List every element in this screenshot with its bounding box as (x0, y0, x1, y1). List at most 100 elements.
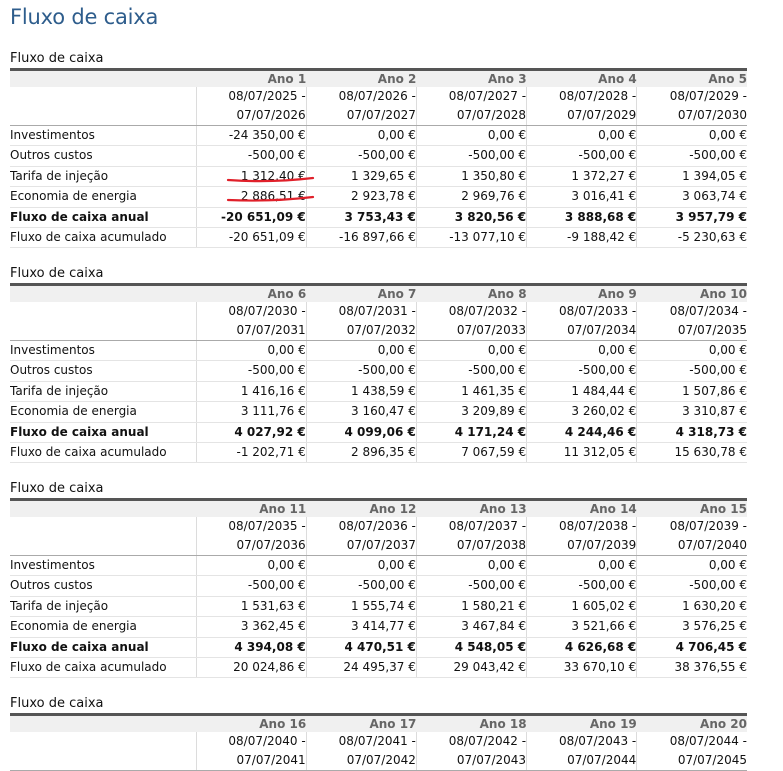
year-header: Ano 13 (416, 498, 527, 517)
cell-value: 3 820,56 € (415, 207, 527, 229)
cell-value: 11 312,05 € (526, 442, 637, 464)
section-title: Fluxo de caixa (10, 266, 104, 281)
year-header: Ano 3 (416, 68, 527, 87)
cell-value: 0,00 € (526, 340, 637, 362)
period-start: 08/07/2027 - (415, 87, 527, 106)
period-end: 07/07/2033 (415, 321, 527, 341)
cell-value: 3 753,43 € (305, 207, 417, 229)
period-end: 07/07/2037 (305, 536, 417, 556)
period-start: 08/07/2025 - (195, 87, 307, 106)
cell-value: -500,00 € (526, 145, 637, 167)
cell-value: 0,00 € (526, 125, 637, 147)
row-label: Tarifa de injeção (10, 596, 197, 618)
period-start: 08/07/2034 - (636, 302, 747, 321)
cell-value: 2 886,51 € (195, 186, 307, 208)
row-label: Tarifa de injeção (10, 381, 197, 403)
year-header: Ano 17 (306, 713, 417, 732)
row-label: Economia de energia (10, 401, 197, 423)
cell-value: -16 897,66 € (305, 227, 417, 249)
year-header: Ano 19 (526, 713, 637, 732)
cell-value: 3 260,02 € (526, 401, 637, 423)
cell-value: -5 230,63 € (636, 227, 747, 249)
cell-value: 0,00 € (415, 125, 527, 147)
section-title: Fluxo de caixa (10, 696, 104, 711)
table-row: Fluxo de caixa acumulado -1 202,71 €2 896… (10, 442, 747, 464)
period-start: 08/07/2041 - (305, 732, 417, 751)
row-label: Investimentos (10, 340, 197, 362)
cell-value: 1 394,05 € (636, 166, 747, 188)
cell-value: -500,00 € (415, 575, 527, 597)
header-blank (10, 536, 197, 556)
period-end: 07/07/2030 (636, 106, 747, 126)
header-blank (10, 283, 197, 302)
cell-value: 7 067,59 € (415, 442, 527, 464)
table-row: Tarifa de injeção 1 416,16 €1 438,59 €1 4… (10, 381, 747, 403)
row-label: Fluxo de caixa acumulado (10, 227, 197, 249)
table-row: Economia de energia 3 111,76 €3 160,47 €3… (10, 401, 747, 423)
cell-value: 3 111,76 € (195, 401, 307, 423)
table-row: Outros custos -500,00 € -500,00 € -500,00 €… (10, 575, 747, 597)
table-row: Fluxo de caixa anual -20 651,09 €3 753,43… (10, 207, 747, 229)
period-end: 07/07/2031 (195, 321, 307, 341)
header-blank (10, 68, 197, 87)
year-header: Ano 12 (306, 498, 417, 517)
year-header: Ano 5 (636, 68, 747, 87)
header-blank (10, 498, 197, 517)
period-start: 08/07/2030 - (195, 302, 307, 321)
period-start: 08/07/2033 - (526, 302, 637, 321)
cell-value: 3 209,89 € (415, 401, 527, 423)
row-label: Outros custos (10, 145, 197, 167)
period-end: 07/07/2026 (195, 106, 307, 126)
row-label: Fluxo de caixa anual (10, 637, 197, 659)
cell-value: 3 467,84 € (415, 616, 527, 638)
cell-value: -500,00 € (526, 575, 637, 597)
cell-value: 3 310,87 € (636, 401, 747, 423)
cell-value: 3 063,74 € (636, 186, 747, 208)
cell-value: -500,00 € (415, 360, 527, 382)
cell-value: 0,00 € (195, 340, 307, 362)
cell-value: 1 555,74 € (305, 596, 417, 618)
cell-value: 4 706,45 € (636, 637, 747, 659)
period-end: 07/07/2035 (636, 321, 747, 341)
cell-value: -500,00 € (195, 145, 307, 167)
cash-flow-section: Fluxo de caixa Ano 16 Ano 17 Ano 18 Ano 19 An… (10, 691, 747, 771)
period-end: 07/07/2032 (305, 321, 417, 341)
row-label: Fluxo de caixa anual (10, 422, 197, 444)
cell-value: 3 576,25 € (636, 616, 747, 638)
header-blank (10, 713, 197, 732)
cash-flow-table: Ano 1 Ano 2 Ano 3 Ano 4 Ano 5 08/07/2025 -08/… (10, 68, 747, 249)
cell-value: 0,00 € (526, 555, 637, 577)
cell-value: -9 188,42 € (526, 227, 637, 249)
cell-value: -500,00 € (526, 360, 637, 382)
table-row: Fluxo de caixa acumulado 20 024,86 €24 49… (10, 657, 747, 679)
cell-value: 4 027,92 € (195, 422, 307, 444)
period-end: 07/07/2040 (636, 536, 747, 556)
period-end: 07/07/2034 (526, 321, 637, 341)
page-title: Fluxo de caixa (10, 5, 159, 29)
year-header: Ano 8 (416, 283, 527, 302)
cell-value: 1 605,02 € (526, 596, 637, 618)
cash-flow-table: Ano 6 Ano 7 Ano 8 Ano 9 Ano 10 08/07/2030 -08… (10, 283, 747, 464)
cash-flow-table: Ano 11 Ano 12 Ano 13 Ano 14 Ano 15 08/07/2035… (10, 498, 747, 679)
year-header: Ano 10 (636, 283, 747, 302)
year-header: Ano 2 (306, 68, 417, 87)
cell-value: 2 923,78 € (305, 186, 417, 208)
cell-value: 1 438,59 € (305, 381, 417, 403)
cell-value: -500,00 € (636, 145, 747, 167)
cell-value: -500,00 € (415, 145, 527, 167)
cell-value: 1 507,86 € (636, 381, 747, 403)
cell-value: -500,00 € (305, 360, 417, 382)
cell-value: 3 414,77 € (305, 616, 417, 638)
cash-flow-section: Fluxo de caixa Ano 6 Ano 7 Ano 8 Ano 9 Ano 10… (10, 261, 747, 464)
period-end: 07/07/2038 (415, 536, 527, 556)
cash-flow-table: Ano 16 Ano 17 Ano 18 Ano 19 Ano 20 08/07/2040… (10, 713, 747, 771)
cell-value: -20 651,09 € (195, 227, 307, 249)
header-blank (10, 732, 196, 751)
cell-value: 33 670,10 € (526, 657, 637, 679)
row-label: Outros custos (10, 575, 197, 597)
period-end: 07/07/2028 (415, 106, 527, 126)
period-end: 07/07/2045 (636, 751, 747, 771)
year-header: Ano 16 (196, 713, 307, 732)
table-row: Fluxo de caixa acumulado -20 651,09 € -16 … (10, 227, 747, 249)
